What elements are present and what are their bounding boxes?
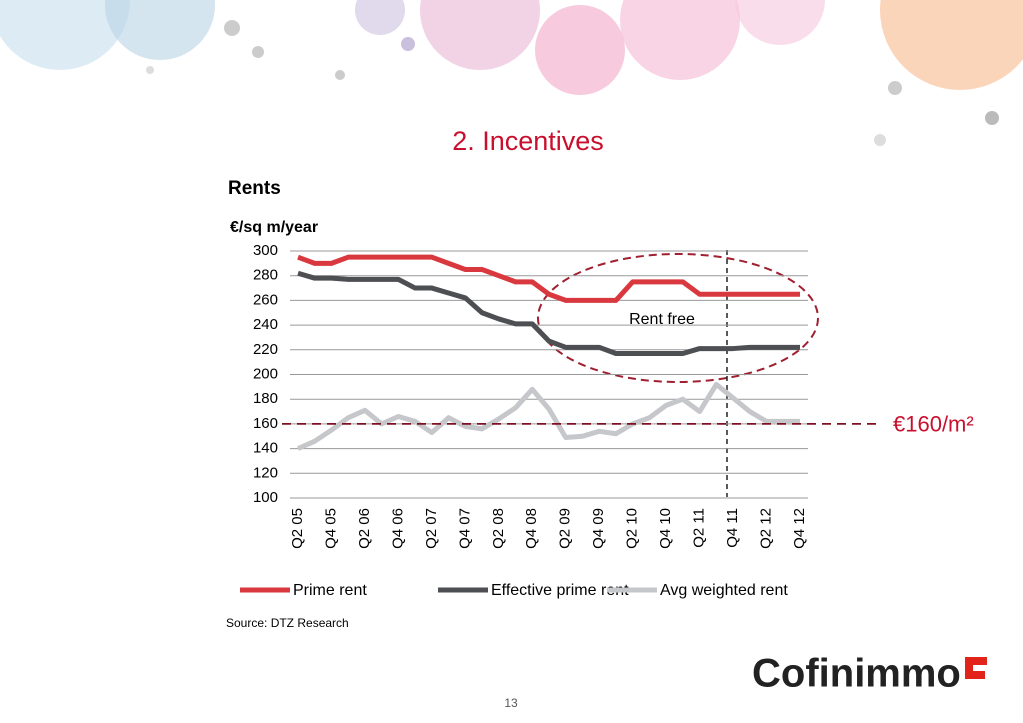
x-tick-label: Q4 05 [322,508,339,549]
y-tick-label: 240 [253,316,278,333]
page-number: 13 [504,696,518,710]
y-tick-label: 280 [253,267,278,284]
logo-icon [965,657,987,679]
x-tick-label: Q2 07 [423,508,440,549]
x-tick-label: Q2 11 [691,508,708,548]
chart-title: Rents [228,178,281,199]
y-tick-label: 300 [253,242,278,259]
y-tick-label: 100 [253,489,278,506]
y-tick-label: 160 [253,415,278,432]
source: Source: DTZ Research [226,616,349,630]
x-tick-label: Q2 06 [356,508,373,549]
x-tick-label: Q2 08 [490,508,507,549]
series-line [297,254,800,303]
y-axis-label: €/sq m/year [230,219,318,236]
series-line [296,381,800,451]
logo: Cofinimmo [752,652,961,696]
legend-label: Prime rent [293,582,367,599]
x-tick-label: Q2 10 [624,508,641,549]
y-tick-label: 200 [253,365,278,382]
x-tick-label: Q4 11 [724,508,741,548]
y-tick-label: 220 [253,341,278,358]
legend-label: Avg weighted rent [660,582,788,599]
x-tick-label: Q4 07 [456,508,473,549]
x-tick-label: Q4 12 [791,508,808,549]
x-tick-label: Q2 12 [758,508,775,549]
y-tick-label: 120 [253,464,278,481]
highlight-ellipse [537,253,819,383]
y-tick-label: 260 [253,291,278,308]
decoration [0,0,1023,146]
reference-label: €160/m² [893,412,974,437]
x-tick-label: Q4 08 [523,508,540,549]
y-tick-label: 140 [253,440,278,457]
x-tick-label: Q4 10 [657,508,674,549]
y-tick-label: 180 [253,390,278,407]
annotation: Rent free [629,311,695,328]
x-tick-label: Q2 05 [289,508,306,549]
slide-title: 2. Incentives [452,126,604,156]
x-tick-label: Q4 06 [389,508,406,549]
x-tick-label: Q2 09 [557,508,574,549]
series-line [297,270,800,357]
x-tick-label: Q4 09 [590,508,607,549]
legend-label: Effective prime rent [491,582,629,599]
